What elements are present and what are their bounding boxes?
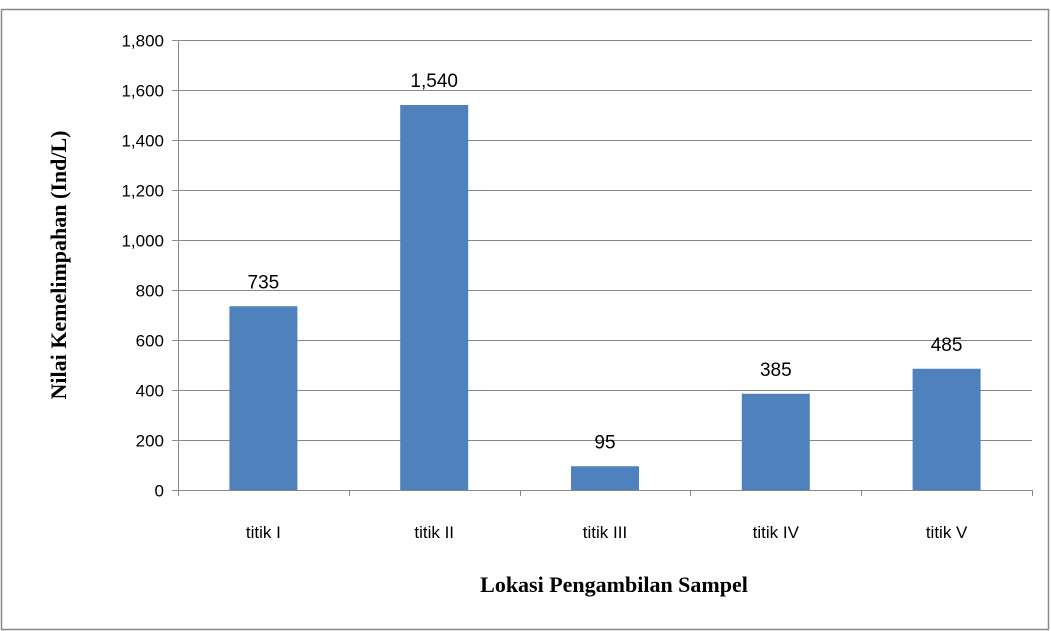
y-tick-label: 1,000 (121, 232, 164, 251)
bars (229, 105, 981, 490)
bar (571, 466, 639, 490)
y-tick-label: 0 (155, 482, 164, 501)
labels: 0 200 400 600 800 1,000 1,200 1,400 1,600 1,800 73… (121, 32, 968, 543)
data-label: 385 (760, 360, 792, 381)
x-tick-label: titik III (583, 523, 627, 542)
axes (172, 40, 1033, 496)
x-tick-label: titik V (926, 523, 968, 542)
y-tick-label: 200 (136, 432, 164, 451)
y-tick-label: 800 (136, 282, 164, 301)
y-tick-label: 1,800 (121, 32, 164, 51)
chart-border (0, 8, 1050, 631)
data-label: 95 (594, 432, 615, 453)
y-tick-label: 1,600 (121, 82, 164, 101)
bar (741, 393, 810, 490)
x-axis-title: Lokasi Pengambilan Sampel (480, 572, 748, 597)
y-tick-label: 1,200 (121, 182, 164, 201)
x-tick-label: titik II (414, 523, 454, 542)
data-label: 735 (248, 272, 280, 293)
data-label: 1,540 (410, 71, 458, 92)
bar (912, 368, 981, 490)
bar (229, 306, 298, 490)
x-tick-label: titik I (246, 523, 281, 542)
bar (400, 105, 469, 490)
y-axis-title: Nilai Kemelimpahan (Ind/L) (46, 131, 71, 400)
x-tick-label: titik IV (753, 523, 800, 542)
y-tick-label: 600 (136, 332, 164, 351)
y-tick-label: 1,400 (121, 132, 164, 151)
data-label: 485 (931, 335, 963, 356)
gridlines (178, 40, 1032, 441)
y-tick-label: 400 (136, 382, 164, 401)
